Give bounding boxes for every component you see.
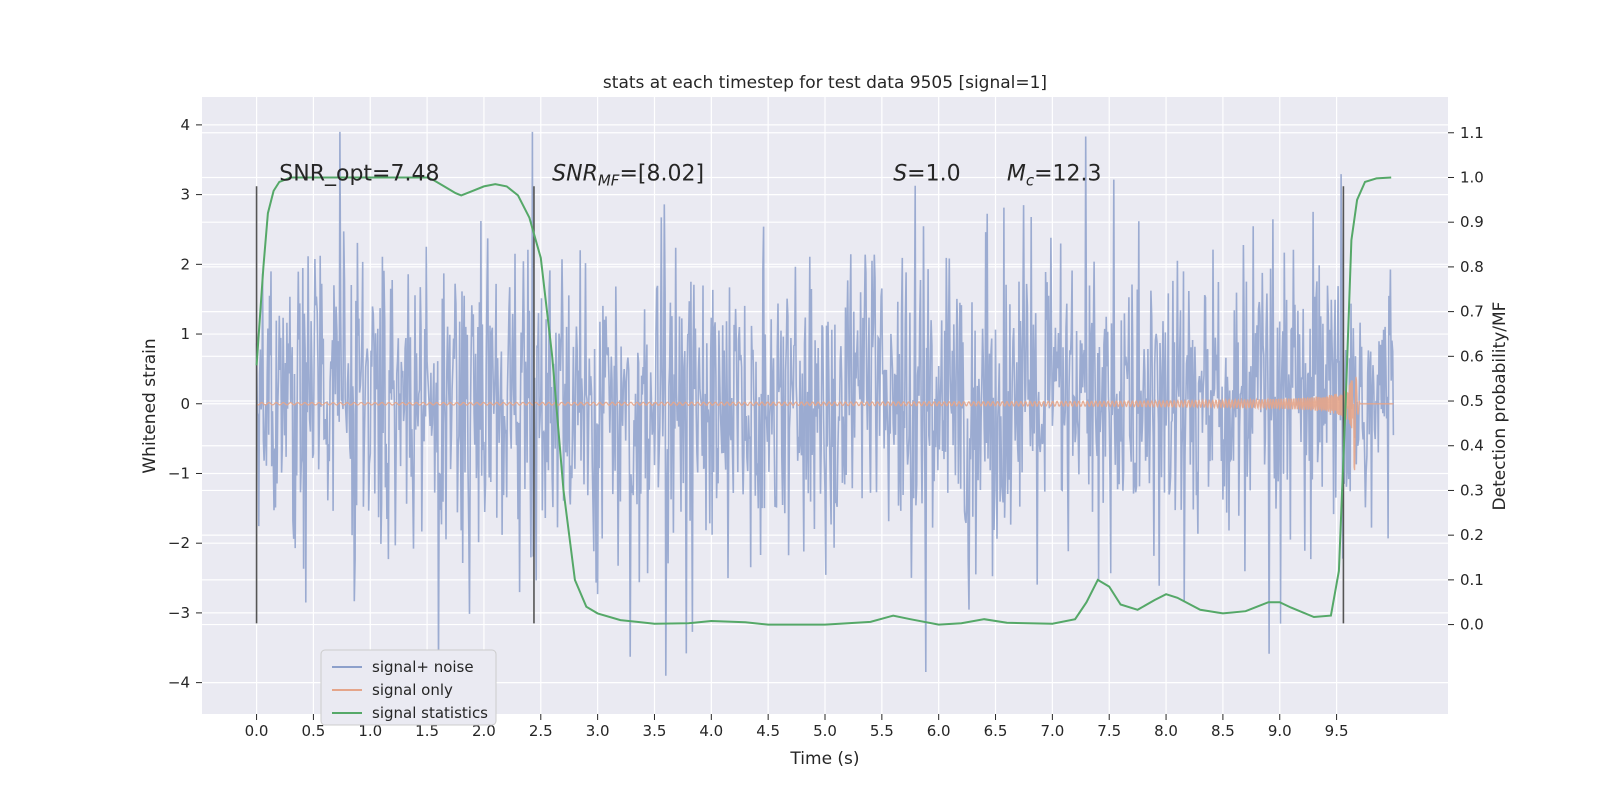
y-tick-label: 4 (180, 116, 190, 134)
series-signal-statistics (255, 176, 1392, 626)
legend: signal+ noise signal only signal statistic… (320, 649, 497, 726)
x-tick-label: 8.0 (1154, 722, 1178, 740)
x-tick-label: 3.0 (586, 722, 610, 740)
x-tick-label: 3.5 (643, 722, 667, 740)
y-tick-label: −4 (168, 674, 190, 692)
x-tick-label: 2.0 (472, 722, 496, 740)
statistics-line (255, 176, 1392, 626)
x-tick-label: 1.0 (358, 722, 382, 740)
annotation-3: Mc=12.3 (1007, 162, 1102, 190)
x-tick-label: 7.5 (1097, 722, 1121, 740)
series-signal-only (256, 376, 1394, 471)
annotation-2: S=1.0 (893, 162, 960, 187)
x-tick-label: 6.5 (984, 722, 1008, 740)
y2-tick-label: 0.4 (1460, 437, 1484, 455)
y-tick-label: 0 (180, 395, 190, 413)
x-tick-label: 0.5 (301, 722, 325, 740)
y2-tick-label: 1.0 (1460, 168, 1484, 186)
y-axis-label: Whitened strain (140, 338, 160, 473)
x-tick-label: 5.0 (813, 722, 837, 740)
y-tick-label: −3 (168, 604, 190, 622)
chart-title: stats at each timestep for test data 950… (603, 73, 1047, 93)
signal-trace (256, 376, 1394, 471)
x-tick-label: 0.0 (245, 722, 269, 740)
y2-tick-label: 0.0 (1460, 616, 1484, 634)
x-axis-label: Time (s) (789, 749, 859, 769)
y2-tick-label: 0.6 (1460, 347, 1484, 365)
x-tick-label: 5.5 (870, 722, 894, 740)
legend-entry: signal+ noise (372, 658, 474, 676)
x-tick-label: 6.0 (927, 722, 951, 740)
y2-tick-label: 0.8 (1460, 258, 1484, 276)
y2-tick-label: 0.7 (1460, 303, 1484, 321)
y-tick-label: 3 (180, 186, 190, 204)
annotation-0: SNR_opt=7.48 (279, 162, 439, 187)
x-tick-label: 1.5 (415, 722, 439, 740)
y-axis-left: 4 3 2 1 0 −1 −2 −3 −4 (168, 116, 202, 692)
series-signal-noise (255, 131, 1395, 676)
y2-tick-label: 0.1 (1460, 571, 1484, 589)
y2-axis-label: Detection probability/MF (1490, 302, 1510, 511)
annotations: SNR_opt=7.48 SNRMF=[8.02] S=1.0 Mc=12.3 (279, 162, 1101, 190)
legend-entry: signal only (372, 681, 453, 699)
x-tick-label: 8.5 (1211, 722, 1235, 740)
y2-tick-label: 0.5 (1460, 392, 1484, 410)
segment-markers (255, 186, 1345, 624)
legend-box (320, 649, 497, 726)
x-tick-label: 7.0 (1040, 722, 1064, 740)
x-tick-label: 9.5 (1325, 722, 1349, 740)
y-tick-label: −1 (168, 464, 190, 482)
x-tick-label: 9.0 (1268, 722, 1292, 740)
y-tick-label: 1 (180, 325, 190, 343)
y2-tick-label: 0.2 (1460, 526, 1484, 544)
y2-tick-label: 0.3 (1460, 481, 1484, 499)
legend-entry: signal statistics (372, 704, 488, 722)
y2-tick-label: 1.1 (1460, 124, 1484, 142)
y-tick-label: −2 (168, 534, 190, 552)
x-tick-label: 2.5 (529, 722, 553, 740)
x-axis: 0.0 0.5 1.0 1.5 2.0 2.5 3.0 3.5 4.0 4.5 5.0 5.5 6.0 6… (245, 714, 1349, 740)
noise-trace (255, 131, 1395, 676)
annotation-1: SNRMF=[8.02] (552, 162, 704, 190)
y-tick-label: 2 (180, 255, 190, 273)
x-tick-label: 4.5 (756, 722, 780, 740)
y-axis-right: 1.1 1.0 0.9 0.8 0.7 0.6 0.5 0.4 0.3 0.2 0.1 0.0 (1448, 124, 1484, 634)
x-tick-label: 4.0 (699, 722, 723, 740)
y2-tick-label: 0.9 (1460, 213, 1484, 231)
